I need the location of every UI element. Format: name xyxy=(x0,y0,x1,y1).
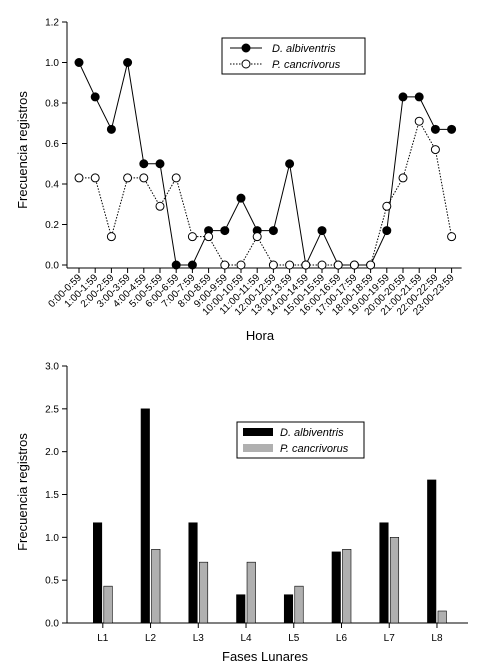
y-tick-label: 0.4 xyxy=(45,180,59,191)
data-point xyxy=(382,226,392,236)
legend-swatch xyxy=(243,428,273,436)
data-point xyxy=(171,260,181,270)
legend-swatch xyxy=(243,444,273,452)
legend-marker xyxy=(241,43,251,53)
data-point xyxy=(317,260,327,270)
data-point xyxy=(74,173,84,183)
legend-label: P. cancrivorus xyxy=(280,443,349,455)
x-tick-label: L1 xyxy=(97,633,109,644)
data-point xyxy=(236,193,246,203)
bar-d-albiventris xyxy=(188,522,198,624)
x-tick-label: L7 xyxy=(384,633,396,644)
y-tick-label: 1.5 xyxy=(45,490,59,501)
data-point xyxy=(171,173,181,183)
data-point xyxy=(252,232,262,242)
bar-d-albiventris xyxy=(379,522,389,624)
data-point xyxy=(430,145,440,155)
data-point xyxy=(333,260,343,270)
bar-p-cancrivorus xyxy=(246,561,256,624)
x-tick-label: L6 xyxy=(336,633,348,644)
legend-label: D. albiventris xyxy=(280,427,344,439)
bar-d-albiventris xyxy=(427,479,437,624)
data-point xyxy=(204,232,214,242)
bar-d-albiventris xyxy=(140,408,150,624)
legend-label: P. cancrivorus xyxy=(272,59,341,71)
x-tick-label: L2 xyxy=(145,633,157,644)
data-point xyxy=(366,260,376,270)
data-point xyxy=(187,260,197,270)
x-tick-label: L8 xyxy=(431,633,443,644)
data-point xyxy=(430,124,440,134)
bar-d-albiventris xyxy=(236,594,246,624)
data-point xyxy=(220,226,230,236)
hourly-line-chart: 0.00.20.40.60.81.01.20:00-0:591:00-1:592… xyxy=(15,18,462,343)
bar-p-cancrivorus xyxy=(151,549,161,624)
y-tick-label: 0.6 xyxy=(45,139,59,150)
data-point xyxy=(155,159,165,169)
data-point xyxy=(398,173,408,183)
series-line-d-albiventris xyxy=(78,62,452,267)
data-point xyxy=(317,226,327,236)
data-point xyxy=(139,159,149,169)
data-point xyxy=(414,116,424,126)
y-tick-label: 0.0 xyxy=(45,261,59,272)
legend-label: D. albiventris xyxy=(272,43,336,55)
data-point xyxy=(123,58,133,67)
data-point xyxy=(414,92,424,102)
data-point xyxy=(447,232,457,242)
data-point xyxy=(382,201,392,211)
data-point xyxy=(187,232,197,242)
series-line-p-cancrivorus xyxy=(79,119,453,266)
x-tick-label: L5 xyxy=(288,633,300,644)
lunar-bar-chart: 0.0 0.5 1.0 1.5 2.0 2.5 3.0 L1 L2 L3 L4 L5 L6 L7 L8 Fas… xyxy=(15,362,468,664)
bar-d-albiventris xyxy=(93,522,103,624)
data-point xyxy=(74,58,84,67)
y-tick-label: 0.8 xyxy=(45,99,59,110)
data-point xyxy=(90,92,100,102)
y-tick-label: 2.5 xyxy=(45,404,59,415)
data-point xyxy=(106,232,116,242)
data-point xyxy=(349,260,359,270)
y-tick-label: 0.2 xyxy=(45,220,59,231)
data-point xyxy=(447,124,457,134)
y-tick-label: 3.0 xyxy=(45,362,59,373)
data-point xyxy=(301,260,311,270)
data-point xyxy=(285,159,295,169)
legend-marker xyxy=(241,59,251,69)
bar-p-cancrivorus xyxy=(103,585,113,624)
data-point xyxy=(285,260,295,270)
bar-p-cancrivorus xyxy=(198,561,209,624)
y-axis-title: Frecuencia registros xyxy=(15,433,30,551)
data-point xyxy=(123,173,133,183)
data-point xyxy=(155,201,165,211)
data-point xyxy=(106,124,116,134)
y-tick-label: 0.5 xyxy=(45,576,59,587)
x-axis-title: Hora xyxy=(246,328,275,343)
bar-d-albiventris xyxy=(331,551,341,624)
bar-p-cancrivorus xyxy=(389,537,400,624)
data-point xyxy=(268,260,278,270)
data-point xyxy=(90,173,100,183)
bar-p-cancrivorus xyxy=(294,585,304,624)
data-point xyxy=(268,226,278,236)
y-tick-label: 1.0 xyxy=(45,58,59,69)
data-point xyxy=(236,260,246,270)
bar-p-cancrivorus xyxy=(342,549,352,624)
x-tick-label: L4 xyxy=(240,633,252,644)
x-tick-label: L3 xyxy=(193,633,205,644)
y-tick-label: 1.2 xyxy=(45,18,59,29)
y-tick-label: 0.0 xyxy=(45,619,59,630)
y-axis-title: Frecuencia registros xyxy=(15,91,30,209)
data-point xyxy=(398,92,408,102)
x-axis-title: Fases Lunares xyxy=(222,649,308,664)
data-point xyxy=(220,260,230,270)
bar-p-cancrivorus xyxy=(437,610,447,624)
data-point xyxy=(139,173,149,183)
y-tick-label: 1.0 xyxy=(45,533,59,544)
y-tick-label: 2.0 xyxy=(45,447,59,458)
bar-d-albiventris xyxy=(283,594,294,624)
